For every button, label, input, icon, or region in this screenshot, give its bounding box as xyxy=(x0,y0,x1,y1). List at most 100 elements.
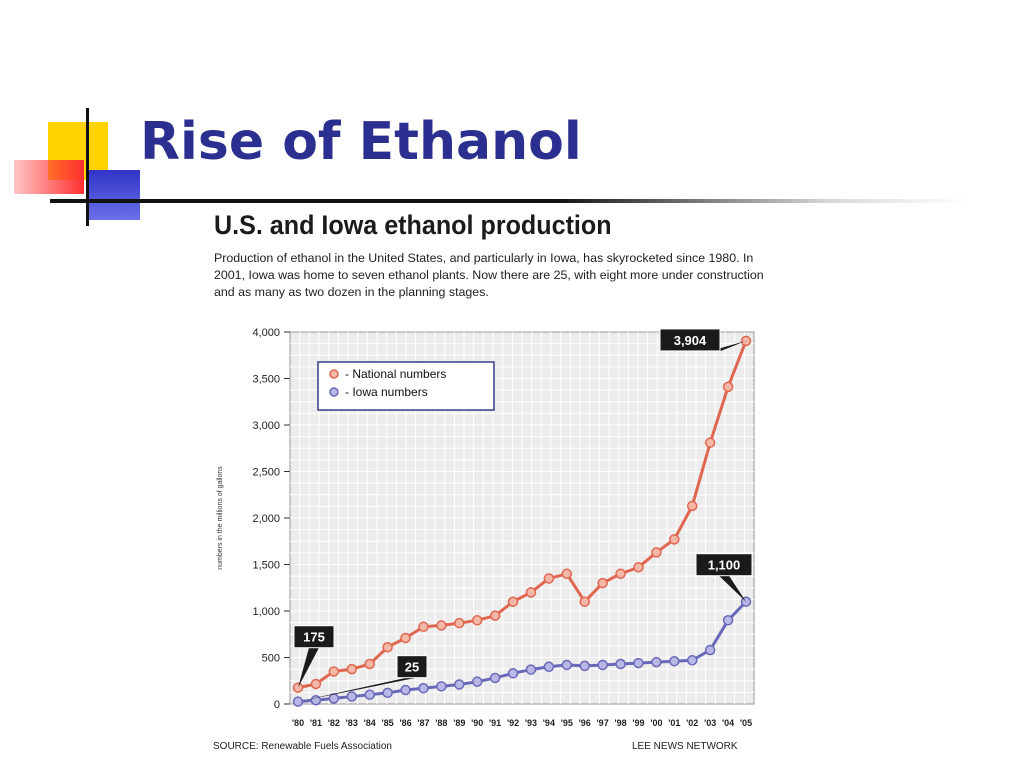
data-point xyxy=(633,657,644,669)
callout-box xyxy=(293,625,335,649)
data-point xyxy=(633,562,644,573)
legend-label: - National numbers xyxy=(345,367,446,381)
data-point xyxy=(579,596,590,607)
data-point xyxy=(310,678,322,690)
data-point xyxy=(346,663,358,675)
data-point xyxy=(722,615,734,626)
x-tick-label: '03 xyxy=(704,718,716,728)
data-point xyxy=(328,666,340,677)
x-tick-label: '92 xyxy=(507,718,519,728)
data-point xyxy=(669,655,680,667)
callout-box xyxy=(659,328,721,352)
y-tick-label: 2,500 xyxy=(252,467,280,479)
data-point xyxy=(686,655,698,666)
y-axis-label: numbers in the millions of gallons xyxy=(217,466,224,570)
data-point xyxy=(615,568,626,580)
data-point xyxy=(507,596,519,607)
data-point xyxy=(525,587,537,598)
x-tick-label: '94 xyxy=(543,718,555,728)
data-point xyxy=(651,547,662,558)
data-point xyxy=(740,335,752,347)
x-tick-label: '80 xyxy=(292,718,304,728)
data-point xyxy=(507,668,519,679)
data-point xyxy=(704,644,716,656)
deco-red-bar xyxy=(14,160,84,194)
data-point xyxy=(561,568,573,580)
x-tick-label: '90 xyxy=(471,718,483,728)
data-point xyxy=(471,615,483,626)
legend-box xyxy=(317,361,495,411)
data-point xyxy=(561,659,573,671)
data-point xyxy=(686,500,698,512)
callout-label: 1,100 xyxy=(708,558,741,573)
data-point xyxy=(704,437,716,448)
y-tick-label: 2,000 xyxy=(252,513,280,525)
data-point xyxy=(669,534,680,545)
x-tick-label: '89 xyxy=(453,718,465,728)
x-tick-label: '81 xyxy=(310,718,322,728)
x-tick-label: '02 xyxy=(686,718,698,728)
x-tick-label: '98 xyxy=(614,718,626,728)
data-point xyxy=(364,658,375,670)
data-point xyxy=(579,660,590,672)
callout-label: 25 xyxy=(405,660,419,675)
x-tick-label: '83 xyxy=(346,718,358,728)
x-tick-label: '04 xyxy=(722,718,734,728)
callout-box xyxy=(695,553,753,577)
data-point xyxy=(651,656,662,668)
data-point xyxy=(400,684,411,696)
data-point xyxy=(418,621,429,633)
x-tick-label: '88 xyxy=(435,718,447,728)
data-point xyxy=(292,682,304,693)
deco-blue-square xyxy=(88,170,140,220)
legend-marker xyxy=(329,387,339,397)
chart-subtitle: Production of ethanol in the United Stat… xyxy=(214,251,764,299)
data-point xyxy=(400,632,411,644)
y-tick-label: 1,500 xyxy=(252,560,280,572)
callout-label: 3,904 xyxy=(674,333,707,348)
data-point xyxy=(722,381,734,393)
data-point xyxy=(346,691,358,702)
callout-label: 175 xyxy=(303,630,325,645)
y-tick-label: 500 xyxy=(262,653,280,665)
legend-label: - Iowa numbers xyxy=(345,385,428,399)
x-tick-label: '99 xyxy=(632,718,644,728)
line-chart: 0 500 1,000 1,500 2,000 2,500 3,000 3,500 4,000 n… xyxy=(217,327,755,728)
callout-pointer xyxy=(298,677,417,702)
chart-title: U.S. and Iowa ethanol production xyxy=(214,210,612,240)
y-tick-label: 4,000 xyxy=(252,327,280,339)
x-tick-label: '85 xyxy=(382,718,394,728)
callout-pointer xyxy=(298,647,319,688)
credit-note: LEE NEWS NETWORK xyxy=(632,741,738,752)
data-point xyxy=(454,679,465,690)
x-tick-label: '91 xyxy=(489,718,501,728)
data-point xyxy=(418,682,429,694)
legend-marker xyxy=(329,369,339,379)
slide-title: Rise of Ethanol xyxy=(140,112,582,172)
data-point xyxy=(489,610,501,621)
x-tick-label: '95 xyxy=(561,718,573,728)
callout-pointer xyxy=(719,575,746,602)
x-tick-label: '86 xyxy=(399,718,411,728)
data-point xyxy=(382,642,393,653)
deco-vertical-line xyxy=(86,108,89,226)
data-point xyxy=(471,676,483,687)
data-point xyxy=(489,672,501,684)
data-point xyxy=(382,687,393,699)
data-point xyxy=(436,681,447,692)
chart-panel: U.S. and Iowa ethanol production Product… xyxy=(208,206,764,760)
data-point xyxy=(364,689,375,700)
data-point xyxy=(543,661,555,673)
x-tick-label: '87 xyxy=(417,718,429,728)
y-tick-label: 3,500 xyxy=(252,374,280,386)
data-point xyxy=(597,659,608,671)
x-tick-label: '05 xyxy=(740,718,752,728)
data-point xyxy=(615,658,626,670)
source-note: SOURCE: Renewable Fuels Association xyxy=(213,741,392,752)
x-tick-label: '01 xyxy=(668,718,680,728)
y-tick-label: 0 xyxy=(274,699,280,711)
x-tick-label: '82 xyxy=(328,718,340,728)
title-rule xyxy=(50,199,970,203)
data-point xyxy=(454,617,465,629)
data-point xyxy=(597,577,608,589)
